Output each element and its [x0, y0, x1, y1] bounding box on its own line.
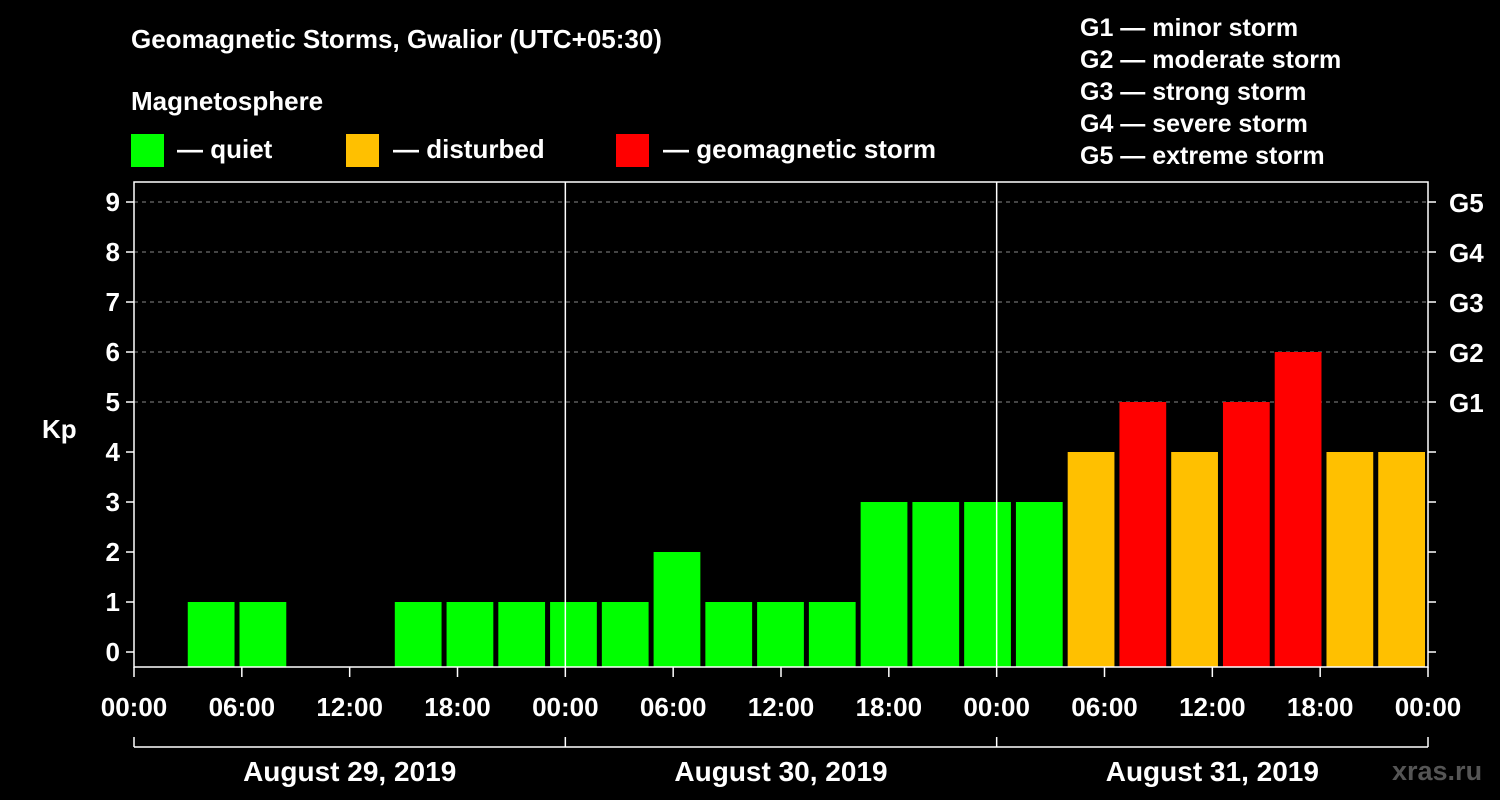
storm-scale-g2: G2 — moderate storm [1080, 46, 1342, 74]
bar [912, 502, 960, 667]
x-tick-label: 06:00 [1071, 692, 1138, 722]
bar [757, 602, 804, 667]
legend-swatch-disturbed [346, 134, 379, 167]
bar [239, 602, 287, 667]
legend-swatch-quiet [131, 134, 164, 167]
bar [187, 602, 235, 667]
legend-heading: Magnetosphere [131, 86, 324, 116]
x-tick-label: 00:00 [963, 692, 1030, 722]
storm-scale-g3: G3 — strong storm [1080, 78, 1307, 106]
bar [808, 602, 856, 667]
bar [705, 602, 753, 667]
y-tick-label: 2 [106, 537, 120, 567]
x-tick-label: 00:00 [532, 692, 599, 722]
bar [1274, 352, 1322, 667]
legend-label-storm: — geomagnetic storm [663, 134, 937, 164]
y-tick-label: 3 [106, 487, 120, 517]
bar [1326, 452, 1374, 667]
legend-label-disturbed: — disturbed [393, 134, 545, 164]
bar [1378, 452, 1425, 667]
bar [550, 602, 597, 667]
bar [446, 602, 494, 667]
y-axis-label: Kp [42, 414, 77, 444]
bar [1015, 502, 1063, 667]
y-tick-label: 7 [106, 287, 120, 317]
bar [1067, 452, 1115, 667]
watermark: xras.ru [1392, 756, 1483, 786]
right-axis-label-g5: G5 [1449, 188, 1484, 218]
right-axis-label-g4: G4 [1449, 238, 1484, 268]
x-tick-label: 18:00 [1287, 692, 1354, 722]
x-tick-label: 18:00 [424, 692, 491, 722]
y-tick-label: 0 [106, 637, 120, 667]
bar [1222, 402, 1270, 667]
bar [653, 552, 701, 667]
y-tick-label: 4 [106, 437, 121, 467]
x-tick-label: 06:00 [209, 692, 276, 722]
right-axis-label-g2: G2 [1449, 338, 1484, 368]
x-tick-label: 00:00 [101, 692, 168, 722]
bar [394, 602, 442, 667]
y-tick-label: 8 [106, 237, 120, 267]
y-tick-label: 9 [106, 187, 120, 217]
storm-scale-g5: G5 — extreme storm [1080, 142, 1325, 170]
storm-scale-g4: G4 — severe storm [1080, 110, 1308, 138]
chart-title: Geomagnetic Storms, Gwalior (UTC+05:30) [131, 24, 662, 54]
bar [498, 602, 546, 667]
legend-label-quiet: — quiet [177, 134, 273, 164]
bar [1119, 402, 1167, 667]
legend-swatch-storm [616, 134, 649, 167]
right-axis-label-g3: G3 [1449, 288, 1484, 318]
x-tick-label: 12:00 [748, 692, 815, 722]
bar [860, 502, 908, 667]
day-label: August 31, 2019 [1106, 756, 1319, 787]
y-tick-label: 6 [106, 337, 120, 367]
x-tick-label: 18:00 [856, 692, 923, 722]
bar [1171, 452, 1218, 667]
y-tick-label: 5 [106, 387, 120, 417]
bar [964, 502, 1011, 667]
x-tick-label: 12:00 [1179, 692, 1246, 722]
right-axis-label-g1: G1 [1449, 388, 1484, 418]
day-label: August 30, 2019 [674, 756, 887, 787]
storm-scale-g1: G1 — minor storm [1080, 14, 1299, 42]
x-tick-label: 06:00 [640, 692, 707, 722]
day-label: August 29, 2019 [243, 756, 456, 787]
x-tick-label: 12:00 [316, 692, 383, 722]
x-tick-label: 00:00 [1395, 692, 1462, 722]
y-tick-label: 1 [106, 587, 120, 617]
bar [601, 602, 649, 667]
